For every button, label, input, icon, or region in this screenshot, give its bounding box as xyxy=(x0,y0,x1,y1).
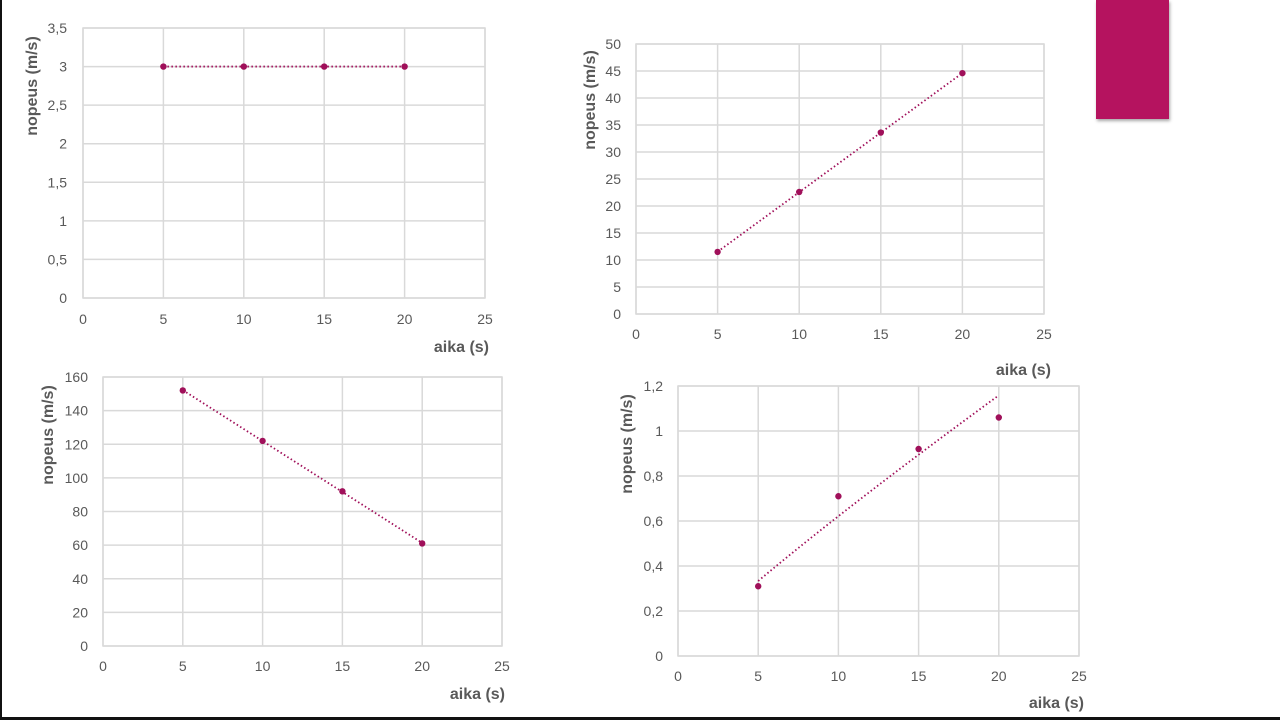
y-tick-label: 2 xyxy=(59,136,67,152)
x-tick-label: 10 xyxy=(831,668,847,684)
x-tick-label: 0 xyxy=(79,311,87,327)
data-point xyxy=(240,63,247,70)
y-axis-title: nopeus (m/s) xyxy=(582,50,599,150)
data-point xyxy=(915,445,922,453)
data-point xyxy=(259,437,266,445)
y-tick-label: 0 xyxy=(613,306,621,322)
data-point xyxy=(959,69,966,77)
y-tick-label: 0 xyxy=(80,638,88,654)
y-tick-label: 60 xyxy=(72,537,88,553)
data-point xyxy=(401,63,408,70)
x-tick-label: 0 xyxy=(99,658,107,674)
y-axis-title: nopeus (m/s) xyxy=(619,394,636,494)
y-tick-label: 80 xyxy=(72,504,88,520)
y-tick-label: 0,4 xyxy=(644,558,664,574)
x-tick-label: 5 xyxy=(754,668,762,684)
y-tick-label: 30 xyxy=(605,144,621,160)
y-tick-label: 0 xyxy=(59,290,67,306)
y-tick-label: 3 xyxy=(59,59,67,75)
data-point xyxy=(321,63,328,70)
accent-bar xyxy=(1096,0,1169,119)
y-tick-label: 25 xyxy=(605,171,621,187)
y-tick-label: 35 xyxy=(605,117,621,133)
y-tick-label: 120 xyxy=(65,436,89,452)
y-tick-label: 160 xyxy=(65,369,89,385)
data-point xyxy=(995,414,1002,421)
x-tick-label: 25 xyxy=(477,311,493,327)
y-tick-label: 50 xyxy=(605,36,621,52)
x-tick-label: 0 xyxy=(674,668,682,684)
x-tick-label: 5 xyxy=(179,658,187,674)
chart-3: 0 20 40 60 80 100 120 140 160 0 5 10 15 20 25 aika (s) n… xyxy=(40,369,510,703)
y-tick-label: 5 xyxy=(613,279,621,295)
x-tick-label: 15 xyxy=(911,668,927,684)
y-tick-label: 100 xyxy=(65,470,89,486)
y-axis-title: nopeus (m/s) xyxy=(40,385,57,485)
x-axis-title: aika (s) xyxy=(434,339,489,356)
x-tick-label: 20 xyxy=(414,658,430,674)
x-tick-label: 20 xyxy=(955,326,971,342)
data-point xyxy=(339,488,346,495)
data-point xyxy=(714,248,721,256)
y-tick-label: 15 xyxy=(605,225,621,241)
x-tick-label: 10 xyxy=(791,326,807,342)
data-point xyxy=(419,540,426,547)
y-tick-label: 1 xyxy=(655,423,663,439)
x-tick-label: 15 xyxy=(873,326,889,342)
data-point xyxy=(160,63,167,70)
y-tick-label: 20 xyxy=(605,198,621,214)
x-axis-title: aika (s) xyxy=(1029,695,1084,712)
y-tick-label: 40 xyxy=(72,571,88,587)
data-point xyxy=(796,188,803,196)
x-axis-title: aika (s) xyxy=(996,362,1051,379)
y-tick-label: 0,6 xyxy=(644,513,664,529)
data-point xyxy=(877,129,884,136)
chart-4: 0 0,2 0,4 0,6 0,8 1 1,2 0 5 10 15 20 25 aika (s) nopeu… xyxy=(619,378,1087,712)
data-point xyxy=(835,493,842,500)
chart-1: 0 0,5 1 1,5 2 2,5 3 3,5 0 5 10 15 20 25 aika (s) nopeus… xyxy=(24,20,493,356)
x-tick-label: 10 xyxy=(255,658,271,674)
y-tick-label: 20 xyxy=(72,604,88,620)
x-tick-label: 25 xyxy=(494,658,510,674)
x-axis-title: aika (s) xyxy=(450,686,505,703)
y-tick-label: 140 xyxy=(65,403,89,419)
plot-area xyxy=(82,27,486,299)
x-tick-label: 25 xyxy=(1036,326,1052,342)
x-tick-label: 15 xyxy=(316,311,332,327)
x-tick-label: 5 xyxy=(714,326,722,342)
x-tick-label: 20 xyxy=(991,668,1007,684)
data-point xyxy=(179,387,186,394)
y-tick-label: 40 xyxy=(605,90,621,106)
y-tick-label: 0,2 xyxy=(644,603,664,619)
y-tick-label: 3,5 xyxy=(48,20,68,36)
y-tick-label: 0,8 xyxy=(644,468,664,484)
y-tick-label: 1 xyxy=(59,213,67,229)
y-axis-title: nopeus (m/s) xyxy=(24,36,41,136)
x-tick-label: 0 xyxy=(632,326,640,342)
trendline xyxy=(182,389,423,544)
x-tick-label: 15 xyxy=(335,658,351,674)
chart-2: 0 5 10 15 20 25 30 35 40 45 50 0 5 10 15 20 25 aika (s) no… xyxy=(582,36,1052,379)
y-tick-label: 1,2 xyxy=(644,378,664,394)
y-tick-label: 10 xyxy=(605,252,621,268)
y-tick-label: 0 xyxy=(655,648,663,664)
y-tick-label: 0,5 xyxy=(48,251,68,267)
y-tick-label: 45 xyxy=(605,63,621,79)
x-tick-label: 5 xyxy=(160,311,168,327)
trendline xyxy=(717,72,963,253)
x-tick-label: 20 xyxy=(397,311,413,327)
x-tick-label: 25 xyxy=(1071,668,1087,684)
trendline xyxy=(757,394,1000,582)
data-point xyxy=(755,583,762,590)
y-tick-label: 2,5 xyxy=(48,97,68,113)
x-tick-label: 10 xyxy=(236,311,252,327)
y-tick-label: 1,5 xyxy=(48,174,68,190)
